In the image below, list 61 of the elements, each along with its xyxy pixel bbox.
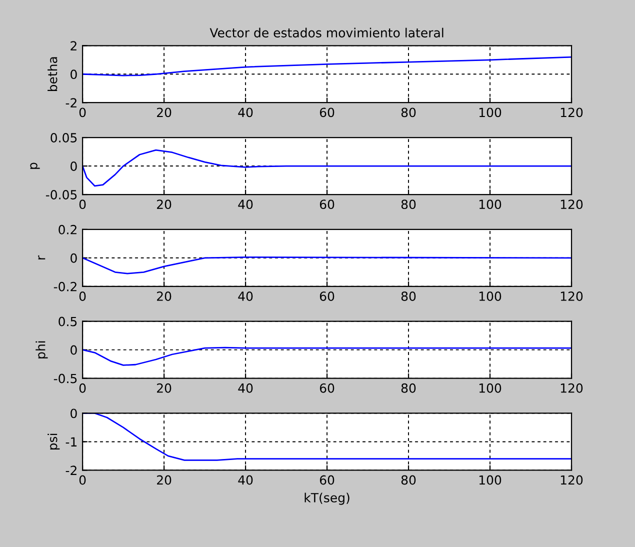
x-tick-label: 120 — [560, 383, 583, 393]
line-series — [82, 256, 572, 274]
x-tick-label: 60 — [320, 291, 334, 301]
x-tick-label: 80 — [401, 475, 416, 485]
y-tick-label: 0.2 — [58, 224, 76, 234]
x-tick-label: 40 — [238, 291, 253, 301]
y-axis-title: betha — [48, 57, 58, 92]
x-tick-label: 60 — [320, 200, 334, 210]
x-tick-label: 120 — [560, 200, 583, 210]
x-tick-label: 100 — [479, 291, 502, 301]
y-tick-label: 0 — [70, 408, 77, 418]
y-tick-label: -0.2 — [54, 282, 76, 292]
x-axis-title: kT(seg) — [304, 492, 350, 505]
x-tick-label: 40 — [238, 475, 253, 485]
x-tick-label: 0 — [79, 108, 86, 118]
x-tick-label: 20 — [157, 383, 172, 393]
y-tick-label: 0 — [70, 253, 77, 263]
x-tick-label: 80 — [401, 383, 416, 393]
x-tick-label: 80 — [401, 108, 416, 118]
x-tick-label: 20 — [157, 475, 172, 485]
x-tick-label: 20 — [157, 200, 172, 210]
y-tick-label: -1 — [66, 437, 77, 446]
y-tick-label: 0 — [70, 161, 77, 171]
x-tick-label: 20 — [157, 291, 172, 301]
x-tick-label: 100 — [479, 383, 502, 393]
y-axis-title: psi — [48, 434, 60, 450]
line-series — [82, 56, 572, 76]
line-series — [82, 346, 572, 366]
x-tick-label: 100 — [479, 200, 502, 210]
line-series — [82, 149, 572, 187]
y-tick-label: 0.05 — [50, 133, 77, 142]
x-tick-label: 0 — [79, 200, 86, 210]
x-tick-label: 60 — [320, 383, 334, 393]
y-tick-label: -2 — [66, 98, 76, 108]
x-tick-label: 60 — [320, 108, 334, 118]
x-tick-label: 120 — [560, 108, 583, 118]
x-tick-label: 80 — [401, 291, 416, 301]
y-tick-label: -0.5 — [54, 374, 77, 384]
chart-title: Vector de estados movimiento lateral — [210, 28, 444, 38]
y-tick-label: 0 — [70, 70, 77, 80]
x-tick-label: 80 — [401, 200, 416, 210]
y-axis-title: p — [30, 162, 40, 169]
x-tick-label: 60 — [320, 475, 334, 485]
x-tick-label: 100 — [479, 108, 502, 118]
x-tick-label: 40 — [238, 383, 253, 393]
x-tick-label: 100 — [479, 475, 502, 485]
y-axis-title: phi — [36, 341, 48, 358]
x-tick-label: 0 — [79, 475, 86, 485]
x-tick-label: 0 — [79, 383, 86, 393]
x-tick-label: 120 — [560, 475, 583, 485]
x-tick-label: 0 — [79, 291, 86, 301]
x-tick-label: 120 — [560, 291, 583, 301]
y-tick-label: 0.5 — [58, 316, 77, 326]
y-tick-label: 0 — [70, 345, 77, 355]
y-tick-label: -0.05 — [46, 190, 77, 200]
y-axis-title: r — [38, 255, 46, 260]
x-tick-label: 40 — [238, 108, 253, 118]
y-tick-label: 2 — [70, 41, 76, 50]
x-tick-label: 40 — [238, 200, 253, 210]
y-tick-label: -2 — [66, 466, 76, 475]
x-tick-label: 20 — [157, 108, 172, 118]
